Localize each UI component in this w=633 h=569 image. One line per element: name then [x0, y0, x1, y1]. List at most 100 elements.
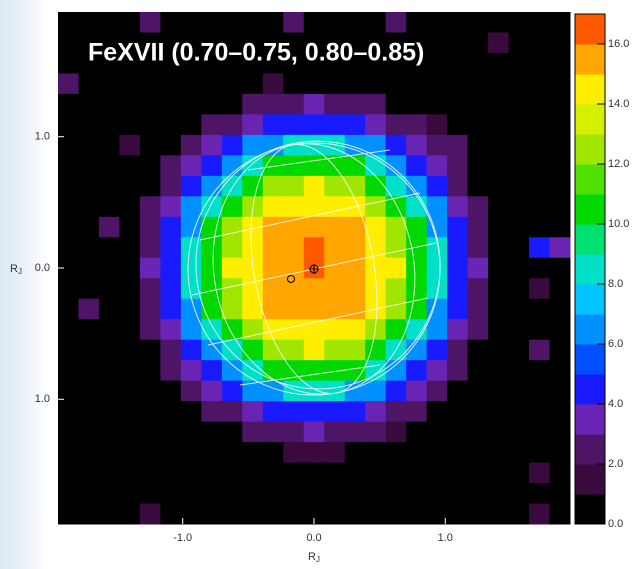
heat-cell — [324, 380, 346, 402]
heat-cell — [447, 278, 469, 300]
heat-cell — [98, 12, 120, 33]
heat-cell — [242, 52, 264, 74]
heat-cell — [201, 421, 223, 443]
colorbar-segment — [575, 74, 605, 105]
heat-cell — [508, 237, 530, 259]
heat-cell — [221, 52, 243, 74]
x-axis-label: RJ — [308, 551, 320, 564]
heat-cell — [324, 339, 346, 361]
heat-cell — [139, 93, 161, 115]
heat-cell — [508, 442, 530, 464]
heat-cell — [139, 503, 161, 525]
heat-cell — [447, 32, 469, 54]
heat-cell — [488, 380, 510, 402]
heat-cell — [201, 360, 223, 382]
heat-cell — [119, 237, 141, 259]
heat-cell — [385, 319, 407, 341]
heat-cell — [529, 483, 551, 505]
heat-cell — [303, 319, 325, 341]
heat-cell — [508, 483, 530, 505]
heat-cell — [139, 421, 161, 443]
heat-cell — [58, 93, 79, 115]
heat-cell — [139, 155, 161, 177]
heat-cell — [426, 73, 448, 95]
heat-cell — [385, 442, 407, 464]
heat-cell — [98, 134, 120, 156]
heat-cell — [283, 175, 305, 197]
heat-cell — [324, 257, 346, 279]
heat-cell — [488, 196, 510, 218]
heat-cell — [406, 360, 428, 382]
heat-cell — [344, 32, 366, 54]
heat-cell — [78, 339, 100, 361]
heat-cell — [529, 32, 551, 54]
heat-cell — [365, 421, 387, 443]
heat-cell — [160, 442, 182, 464]
heat-cell — [365, 442, 387, 464]
heat-cell — [221, 483, 243, 505]
heat-cell — [139, 380, 161, 402]
heat-cell — [529, 442, 551, 464]
heat-cell — [283, 421, 305, 443]
heat-cell — [467, 32, 489, 54]
heat-cell — [303, 73, 325, 95]
heat-cell — [447, 257, 469, 279]
heat-cell — [365, 339, 387, 361]
heat-cell — [139, 52, 161, 74]
heat-cell — [160, 257, 182, 279]
y-axis-label-main: R — [10, 263, 18, 275]
colorbar-segment — [575, 224, 605, 255]
heat-cell — [365, 175, 387, 197]
heat-cell — [98, 339, 120, 361]
heat-cell — [119, 462, 141, 484]
heat-cell — [98, 421, 120, 443]
heat-cell — [303, 401, 325, 423]
heat-cell — [262, 401, 284, 423]
heat-cell — [160, 421, 182, 443]
heat-cell — [262, 257, 284, 279]
heat-cell — [58, 380, 79, 402]
heat-cell — [283, 278, 305, 300]
heat-cell — [447, 421, 469, 443]
heat-cell — [221, 73, 243, 95]
heat-cell — [406, 52, 428, 74]
heat-cell — [488, 360, 510, 382]
heat-cell — [139, 216, 161, 238]
heat-cell — [119, 360, 141, 382]
heat-cell — [242, 93, 264, 115]
heat-cell — [221, 360, 243, 382]
heat-cell — [447, 360, 469, 382]
heat-cell — [488, 257, 510, 279]
heat-cell — [549, 73, 571, 95]
heat-cell — [365, 278, 387, 300]
heat-cell — [160, 196, 182, 218]
heat-cell — [303, 442, 325, 464]
heat-cell — [160, 462, 182, 484]
heat-cell — [467, 175, 489, 197]
heat-cell — [119, 257, 141, 279]
heat-cell — [365, 257, 387, 279]
heat-cell — [508, 12, 530, 33]
heat-cell — [98, 483, 120, 505]
heat-cell — [406, 134, 428, 156]
heat-cell — [488, 298, 510, 320]
heat-cell — [406, 503, 428, 525]
heat-cell — [324, 483, 346, 505]
heat-cell — [283, 401, 305, 423]
heat-cell — [549, 462, 571, 484]
heat-cell — [283, 12, 305, 33]
heat-cell — [262, 32, 284, 54]
heat-cell — [119, 401, 141, 423]
heat-cell — [242, 278, 264, 300]
heat-cell — [283, 442, 305, 464]
heat-cell — [201, 73, 223, 95]
heat-cell — [160, 319, 182, 341]
heat-cell — [139, 401, 161, 423]
heat-cell — [78, 360, 100, 382]
heat-cell — [365, 380, 387, 402]
heat-cell — [78, 134, 100, 156]
heat-cell — [529, 380, 551, 402]
heat-cell — [529, 237, 551, 259]
heat-cell — [201, 483, 223, 505]
heat-cell — [385, 93, 407, 115]
